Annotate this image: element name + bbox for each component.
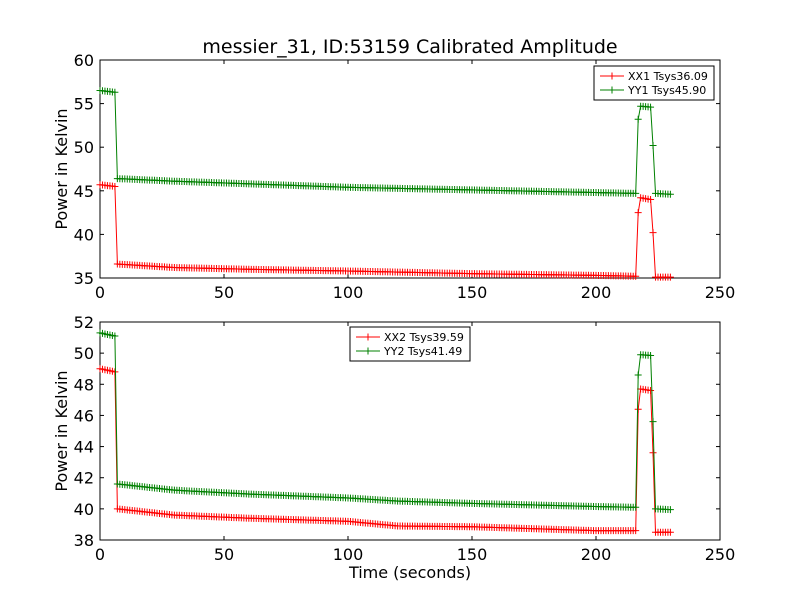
legend-marker: [608, 86, 616, 94]
data-point: [111, 368, 119, 376]
y-tick-label: 60: [74, 51, 94, 70]
data-point: [634, 115, 642, 123]
y-tick-label: 45: [74, 182, 94, 201]
data-point: [634, 209, 642, 217]
y-tick-label: 52: [74, 313, 94, 332]
x-tick-label: 0: [95, 283, 105, 302]
x-tick-label: 250: [705, 545, 736, 564]
chart-title: messier_31, ID:53159 Calibrated Amplitud…: [202, 36, 617, 58]
legend-box: [593, 65, 715, 101]
y-tick-label: 40: [74, 225, 94, 244]
series-line-1: [99, 184, 671, 278]
data-point: [111, 182, 119, 190]
legend-label: YY1 Tsys45.90: [627, 84, 706, 97]
y-tick-label: 44: [74, 438, 94, 457]
axes-frame: [99, 59, 721, 279]
data-point: [632, 527, 640, 535]
data-point: [666, 528, 674, 536]
data-point: [649, 449, 657, 457]
x-tick-label: 200: [581, 283, 612, 302]
axes-frame: [99, 321, 721, 541]
legend-marker: [364, 333, 372, 341]
data-point: [649, 141, 657, 149]
x-tick-label: 200: [581, 545, 612, 564]
data-point: [649, 229, 657, 237]
data-point: [647, 196, 655, 204]
series-markers-2: [96, 87, 674, 198]
x-tick-label: 150: [457, 283, 488, 302]
x-tick-label: 250: [705, 283, 736, 302]
y-tick-label: 38: [74, 531, 94, 550]
data-point: [632, 503, 640, 511]
y-tick-label: 50: [74, 344, 94, 363]
series-line-2: [99, 90, 671, 195]
data-point: [111, 88, 119, 96]
x-tick-label: 100: [333, 283, 364, 302]
x-tick-label: 0: [95, 545, 105, 564]
data-point: [666, 506, 674, 514]
series-markers-1: [96, 365, 674, 536]
x-axis-label: Time (seconds): [348, 563, 471, 582]
series-markers-1: [96, 181, 674, 281]
data-point: [632, 272, 640, 280]
legend-label: YY2 Tsys41.49: [383, 345, 462, 358]
y-axis-label: Power in Kelvin: [52, 108, 71, 229]
legend-box: [349, 326, 471, 362]
y-tick-label: 55: [74, 95, 94, 114]
data-point: [649, 418, 657, 426]
x-tick-label: 50: [214, 283, 234, 302]
data-point: [632, 189, 640, 197]
x-tick-label: 100: [333, 545, 364, 564]
y-tick-label: 48: [74, 375, 94, 394]
legend-label: XX1 Tsys36.09: [628, 70, 708, 83]
legend-marker: [364, 347, 372, 355]
legend-marker: [608, 72, 616, 80]
data-point: [634, 405, 642, 413]
data-point: [647, 103, 655, 111]
data-point: [111, 332, 119, 340]
x-tick-label: 50: [214, 545, 234, 564]
legend-label: XX2 Tsys39.59: [384, 331, 464, 344]
x-tick-label: 150: [457, 545, 488, 564]
subplot-1: 0 50 100 150 200 250 35 40 45 50 55 60 Power in Kelv…: [52, 51, 735, 302]
y-tick-label: 40: [74, 500, 94, 519]
y-tick-label: 42: [74, 469, 94, 488]
y-axis-label: Power in Kelvin: [52, 370, 71, 491]
series-markers-2: [96, 329, 674, 514]
y-tick-label: 46: [74, 406, 94, 425]
data-point: [647, 387, 655, 395]
y-tick-label: 35: [74, 269, 94, 288]
subplot-2: 0 50 100 150 200 250 38 40 42 44 46 48 50 52 Power in …: [52, 313, 735, 582]
data-point: [634, 371, 642, 379]
data-point: [666, 190, 674, 198]
data-point: [666, 273, 674, 281]
data-point: [647, 351, 655, 359]
series-line-1: [99, 368, 671, 533]
y-tick-label: 50: [74, 138, 94, 157]
